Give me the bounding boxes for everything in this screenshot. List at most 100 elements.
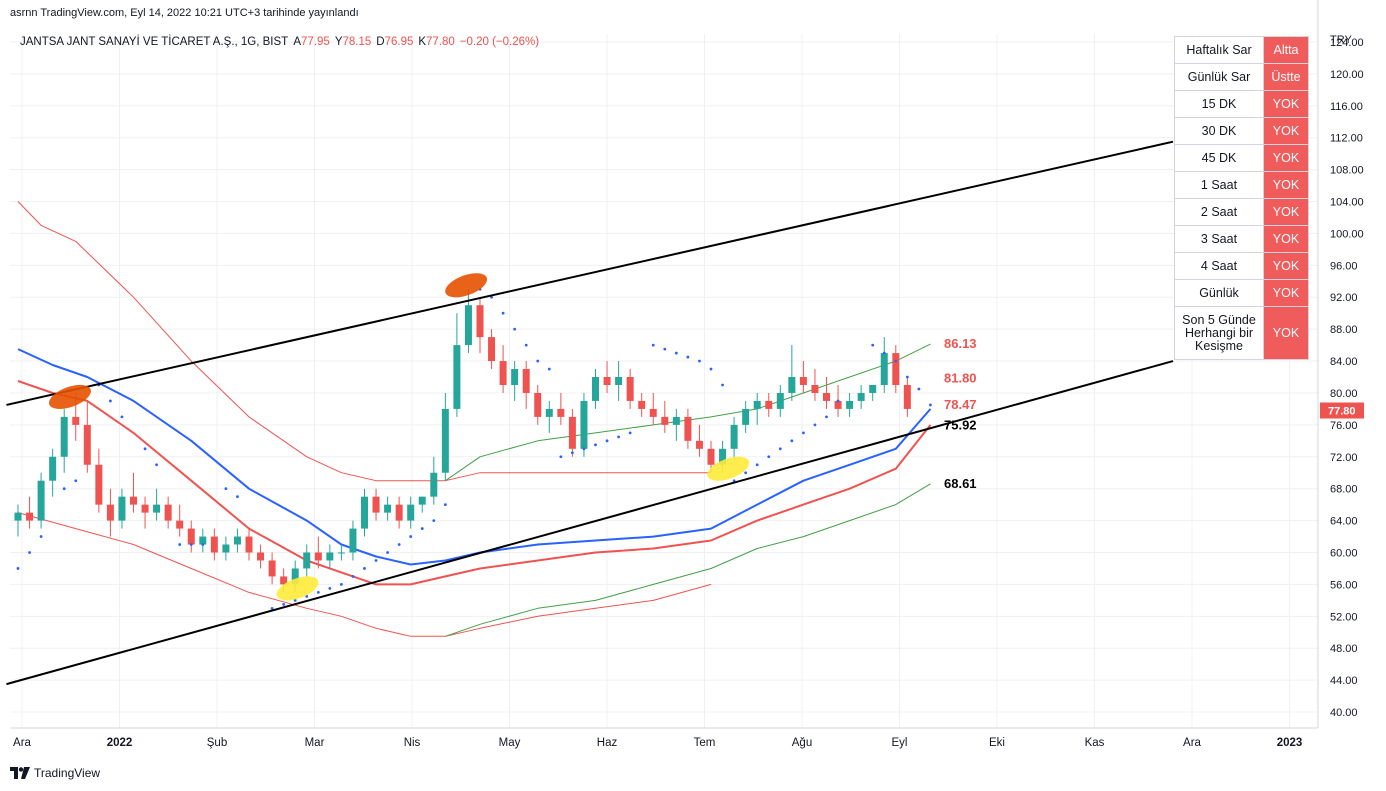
candle-body: [857, 392, 865, 401]
candle-body: [349, 528, 357, 553]
y-tick-label: 52.00: [1330, 611, 1358, 623]
candle-body: [37, 480, 45, 521]
signal-value: Altta: [1263, 36, 1309, 64]
signal-row: 4 Saat YOK: [1174, 252, 1309, 280]
candle-body: [60, 416, 68, 457]
sar-dot: [559, 455, 563, 459]
candle-body: [210, 536, 218, 553]
sar-dot: [62, 487, 66, 491]
candle-body: [72, 416, 80, 425]
level-label: 86.13: [944, 336, 977, 351]
open-value: 77.95: [301, 36, 330, 48]
candle-body: [106, 504, 114, 521]
symbol-title: JANTSA JANT SANAYİ VE TİCARET A.Ş., 1G, …: [20, 35, 288, 48]
candle-body: [776, 392, 784, 409]
change-value: −0.20 (−0.26%): [460, 36, 539, 48]
signal-value: YOK: [1263, 144, 1309, 172]
sar-dot: [351, 575, 355, 578]
sar-dot: [328, 587, 332, 590]
candle-body: [799, 377, 807, 385]
sar-dot: [386, 551, 389, 554]
sar-dot: [155, 463, 159, 467]
candle-body: [291, 568, 299, 585]
sar-dot: [374, 559, 378, 562]
sar-dot: [790, 439, 794, 443]
candle-body: [176, 520, 184, 529]
candle-body: [153, 504, 161, 513]
x-tick-label: Eyl: [892, 737, 908, 749]
candle-body: [534, 392, 542, 417]
y-tick-label: 112.00: [1330, 133, 1363, 145]
y-tick-label: 60.00: [1330, 548, 1358, 560]
candle-body: [545, 408, 553, 417]
candle-body: [592, 377, 599, 401]
highlight-marker: [445, 273, 488, 298]
last-price-tag: [1320, 402, 1364, 419]
candle-body: [626, 377, 634, 401]
signal-value: YOK: [1263, 306, 1309, 360]
signal-value: Üstte: [1263, 63, 1309, 91]
signal-value: YOK: [1263, 225, 1309, 253]
candle-body: [95, 464, 103, 505]
sar-dot: [305, 594, 309, 598]
signal-value: YOK: [1263, 90, 1309, 118]
signal-row: 15 DK YOK: [1174, 90, 1309, 118]
x-tick-label: Şub: [207, 737, 227, 749]
candle-body: [83, 424, 91, 465]
y-tick-label: 68.00: [1330, 484, 1358, 496]
sar-dot: [270, 606, 274, 610]
candle-body: [245, 536, 253, 553]
sar-dot: [524, 343, 528, 347]
signal-value: YOK: [1263, 198, 1309, 226]
sar-dot: [617, 435, 620, 439]
candle-body: [407, 504, 415, 521]
candle-body: [141, 504, 149, 513]
series-line: [445, 483, 931, 637]
footer-brand: TradingView: [34, 766, 101, 780]
sar-dot: [767, 455, 771, 459]
sar-dot: [316, 590, 320, 594]
sar-dot: [917, 387, 921, 391]
sar-dot: [201, 543, 205, 546]
series-line: [17, 380, 932, 586]
y-tick-label: 124.00: [1330, 37, 1364, 49]
x-tick-label: 2022: [107, 737, 133, 749]
candle-body: [753, 400, 761, 409]
sar-dot: [929, 403, 932, 407]
y-tick-label: 64.00: [1330, 516, 1358, 528]
level-label: 81.80: [944, 371, 977, 386]
series-line: [17, 348, 932, 566]
sar-dot: [721, 383, 724, 387]
sar-dot: [755, 463, 759, 467]
candle-body: [384, 504, 392, 513]
high-value: 78.15: [342, 36, 371, 48]
sar-dot: [282, 602, 286, 606]
candle-body: [164, 504, 172, 521]
sar-dot: [28, 551, 31, 554]
candle-body: [199, 536, 207, 545]
sar-dot: [109, 399, 112, 403]
highlight-marker: [707, 456, 750, 481]
signal-row: 3 Saat YOK: [1174, 225, 1309, 253]
sar-dot: [16, 567, 20, 570]
signal-row: Haftalık Sar Altta: [1174, 36, 1309, 64]
highlight-marker: [276, 576, 319, 601]
x-tick-label: Mar: [305, 737, 325, 749]
y-tick-label: 40.00: [1330, 707, 1358, 719]
candle-body: [649, 408, 657, 417]
sar-dot: [536, 359, 540, 363]
sar-dot: [39, 535, 43, 538]
candle-body: [130, 496, 137, 505]
candle-body: [303, 552, 311, 569]
candle-body: [49, 456, 57, 481]
close-value: 77.80: [426, 36, 455, 48]
sar-dot: [293, 598, 297, 602]
level-label: 68.61: [944, 476, 977, 491]
y-tick-label: 48.00: [1330, 643, 1358, 655]
sar-dot: [178, 543, 182, 546]
sar-dot: [547, 367, 551, 371]
y-tick-label: 56.00: [1330, 579, 1358, 591]
low-value: 76.95: [385, 36, 414, 48]
candle-body: [476, 305, 484, 338]
